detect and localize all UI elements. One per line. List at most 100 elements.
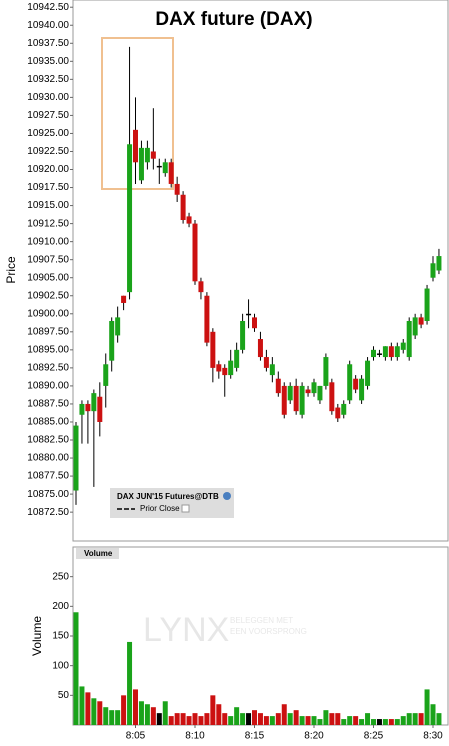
volume-bar <box>73 612 79 725</box>
candle-body <box>121 295 127 303</box>
legend-title: DAX JUN'15 Futures@DTB <box>117 492 219 501</box>
y-tick-label: 10912.50 <box>27 218 69 229</box>
y-tick-label: 200 <box>52 601 69 612</box>
volume-bar <box>287 713 293 725</box>
volume-bar <box>133 689 138 725</box>
y-tick-label: 10897.50 <box>27 326 69 337</box>
volume-bar <box>281 704 287 725</box>
y-tick-label: 100 <box>52 660 69 671</box>
volume-bar <box>275 713 281 725</box>
volume-bar <box>115 710 121 725</box>
volume-bar <box>424 689 430 725</box>
y-tick-label: 10890.00 <box>27 381 69 392</box>
y-tick-label: 10925.00 <box>27 128 69 139</box>
y-tick-label: 10892.50 <box>27 363 69 374</box>
candle-body <box>156 165 162 168</box>
candle-body <box>430 263 436 278</box>
candle-body <box>133 129 138 163</box>
volume-bar <box>412 713 418 725</box>
volume-bar <box>234 707 240 725</box>
candle-body <box>91 393 97 412</box>
volume-bar <box>400 716 406 725</box>
candle-body <box>323 357 329 386</box>
candle-body <box>240 320 246 350</box>
candle-body <box>192 223 198 282</box>
candle-body <box>228 360 234 376</box>
y-tick-label: 10895.00 <box>27 344 69 355</box>
volume-bar <box>430 704 436 725</box>
volume-bar <box>269 716 275 725</box>
candle-body <box>275 378 281 394</box>
volume-bar <box>156 713 162 725</box>
candle-body <box>216 364 222 372</box>
x-tick-label: 8:30 <box>423 731 443 742</box>
volume-bar <box>103 707 109 725</box>
legend-icon <box>223 492 231 500</box>
volume-bar <box>317 719 323 725</box>
watermark: LYNX BELEGGEN MET EEN VOORSPRONG <box>143 611 307 649</box>
y-tick-label: 10882.50 <box>27 435 69 446</box>
y-tick-label: 10935.00 <box>27 56 69 67</box>
volume-bar <box>347 716 353 725</box>
candle-body <box>109 320 115 361</box>
candle-body <box>353 378 359 390</box>
y-tick-label: 10887.50 <box>27 399 69 410</box>
y-tick-label: 10910.00 <box>27 236 69 247</box>
y-tick-label: 10922.50 <box>27 146 69 157</box>
candle-body <box>73 425 79 491</box>
candle-body <box>127 144 133 293</box>
candle-body <box>400 342 406 350</box>
candle-body <box>335 407 341 419</box>
candle-body <box>85 403 91 412</box>
volume-bar <box>180 713 186 725</box>
candle-body <box>406 320 412 358</box>
candle-body <box>115 317 121 336</box>
candle-body <box>287 385 293 401</box>
y-tick-label: 10920.00 <box>27 164 69 175</box>
candle-body <box>257 339 263 358</box>
y-tick-label: 10872.50 <box>27 507 69 518</box>
candle-body <box>311 382 317 394</box>
price-panel <box>72 0 449 542</box>
candle-body <box>222 367 228 376</box>
y-tick-label: 10927.50 <box>27 110 69 121</box>
volume-bar <box>376 719 382 725</box>
y-tick-label: 150 <box>52 631 69 642</box>
volume-bar <box>150 707 156 725</box>
volume-bar <box>85 692 91 725</box>
candle-body <box>317 385 323 401</box>
y-tick-label: 10942.50 <box>27 2 69 13</box>
volume-bar <box>406 713 412 725</box>
panel-tag <box>76 548 119 559</box>
volume-bar <box>144 704 150 725</box>
volume-bar <box>257 713 263 725</box>
candle-body <box>138 147 144 181</box>
candle-body <box>204 295 210 343</box>
volume-bar <box>121 695 127 725</box>
y-axis-label: Volume <box>30 616 44 656</box>
volume-bar <box>418 713 424 725</box>
legend-checkbox[interactable] <box>181 504 190 513</box>
candle-body <box>103 364 109 386</box>
highlight-box <box>101 37 174 190</box>
volume-bar <box>91 698 97 725</box>
candle-body <box>359 378 365 401</box>
candle-body <box>150 151 156 159</box>
legend-box <box>110 488 234 518</box>
volume-bar <box>204 713 210 725</box>
y-tick-label: 10917.50 <box>27 182 69 193</box>
candle-body <box>394 346 400 358</box>
volume-bar <box>162 701 168 725</box>
volume-bar <box>388 719 394 725</box>
candle-body <box>79 403 85 415</box>
legend: DAX JUN'15 Futures@DTB Prior Close <box>110 488 234 518</box>
candle-body <box>305 389 311 394</box>
candle-body <box>424 288 430 321</box>
candle-body <box>382 346 388 358</box>
watermark-tagline: EEN VOORSPRONG <box>230 627 307 636</box>
candle-body <box>376 353 382 355</box>
volume-bar <box>436 713 442 725</box>
watermark-tagline: BELEGGEN MET <box>230 616 293 625</box>
x-tick-label: 8:20 <box>304 731 324 742</box>
volume-bar <box>299 716 305 725</box>
